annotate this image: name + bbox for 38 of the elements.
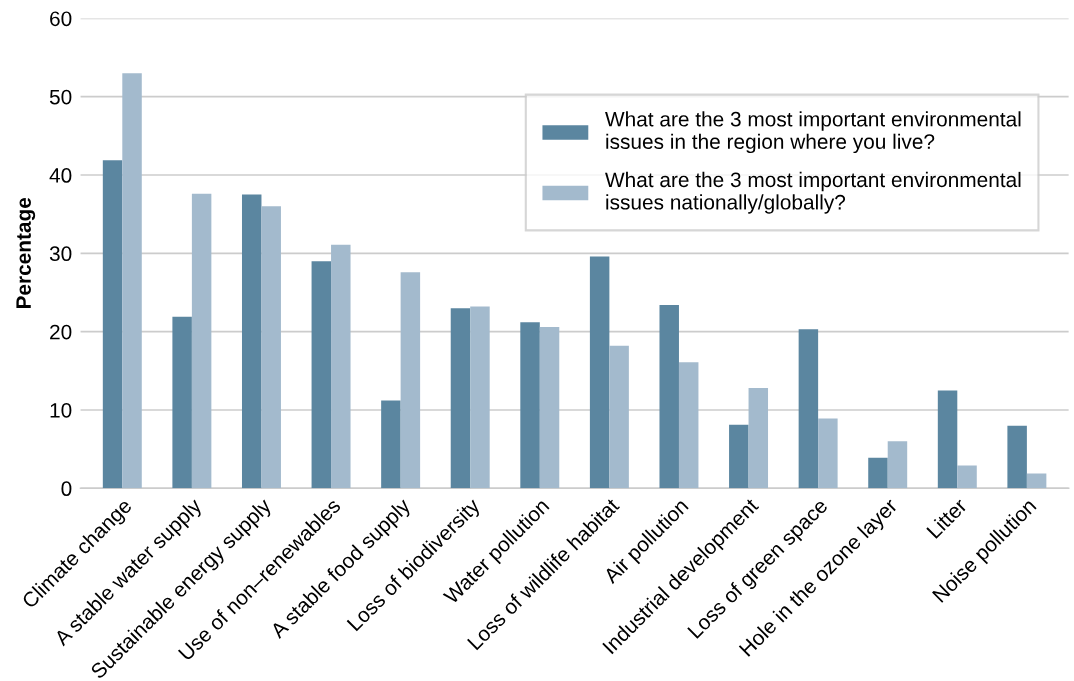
y-tick-label: 0 xyxy=(61,481,72,497)
bar xyxy=(172,316,192,489)
bar xyxy=(818,418,838,489)
y-tick-label: 60 xyxy=(50,11,72,27)
bar xyxy=(102,160,123,489)
bar xyxy=(678,362,699,489)
y-tick-label: 50 xyxy=(49,89,72,105)
bar xyxy=(539,326,560,489)
bar xyxy=(381,400,401,489)
y-axis-title: Percentage xyxy=(16,197,36,309)
bar xyxy=(470,306,490,489)
bar xyxy=(331,244,351,489)
bar xyxy=(748,388,769,489)
bar xyxy=(450,308,471,489)
bar xyxy=(729,424,749,489)
bar xyxy=(191,193,212,489)
bar xyxy=(798,329,819,489)
bar xyxy=(957,465,977,489)
y-tick-label: 20 xyxy=(50,324,72,340)
bar xyxy=(868,457,888,489)
bar xyxy=(520,322,540,489)
bar xyxy=(609,345,629,489)
bar xyxy=(659,305,679,489)
legend-label: What are the 3 most important environmental issues nationally/globally? xyxy=(605,171,1021,214)
legend-label: What are the 3 most important environmental issues in the region where you live? xyxy=(605,111,1021,154)
bar xyxy=(887,441,908,489)
y-tick-label: 30 xyxy=(49,246,72,262)
bar xyxy=(261,206,281,489)
bar xyxy=(400,272,421,489)
bar xyxy=(241,194,262,489)
y-tick-label: 40 xyxy=(49,168,72,183)
bar xyxy=(589,256,610,489)
bar xyxy=(1007,425,1027,489)
y-tick-label: 10 xyxy=(50,402,72,418)
bar xyxy=(937,390,958,489)
bar xyxy=(1026,473,1047,489)
bar xyxy=(311,261,332,489)
bar xyxy=(122,73,142,489)
